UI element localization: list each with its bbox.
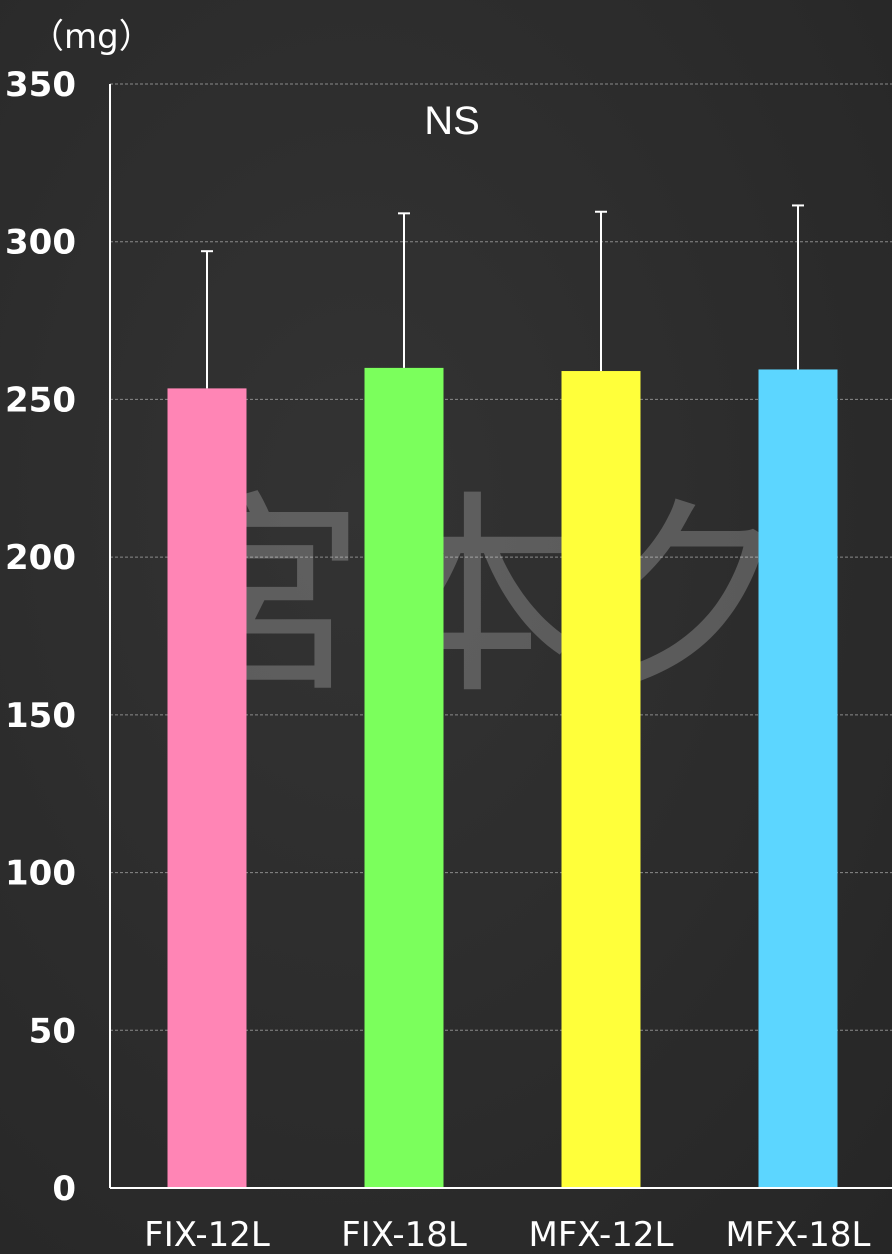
y-tick-label: 250 xyxy=(5,380,76,420)
x-tick-label: MFX-12L xyxy=(529,1215,674,1254)
error-bars xyxy=(201,204,804,389)
bar-fix-12l xyxy=(167,388,247,1189)
y-tick-label: 0 xyxy=(52,1169,76,1209)
x-tick-label: FIX-18L xyxy=(341,1215,467,1254)
watermark: 宮本ク xyxy=(150,472,795,723)
y-tick-label: 200 xyxy=(5,538,76,578)
y-tick-label: 150 xyxy=(5,696,76,736)
ns-annotation: NS xyxy=(424,99,480,143)
bar-mfx-12l xyxy=(561,371,641,1188)
y-tick-labels: 0 50 100 150 200 250 300 350 xyxy=(5,65,76,1209)
x-tick-label: MFX-18L xyxy=(726,1215,871,1254)
y-tick-label: 300 xyxy=(5,223,76,263)
y-tick-label: 50 xyxy=(29,1011,76,1051)
bars xyxy=(167,367,838,1189)
x-tick-label: FIX-12L xyxy=(144,1215,270,1254)
y-axis-unit-label: （mg） xyxy=(30,17,153,57)
watermark-text: 宮本ク xyxy=(150,472,795,723)
bar-mfx-18l xyxy=(758,369,838,1188)
y-tick-label: 350 xyxy=(5,65,76,105)
x-tick-labels: FIX-12L FIX-18L MFX-12L MFX-18L xyxy=(144,1215,870,1254)
y-tick-label: 100 xyxy=(5,854,76,894)
bar-fix-18l xyxy=(364,367,444,1188)
axes xyxy=(109,84,892,1189)
